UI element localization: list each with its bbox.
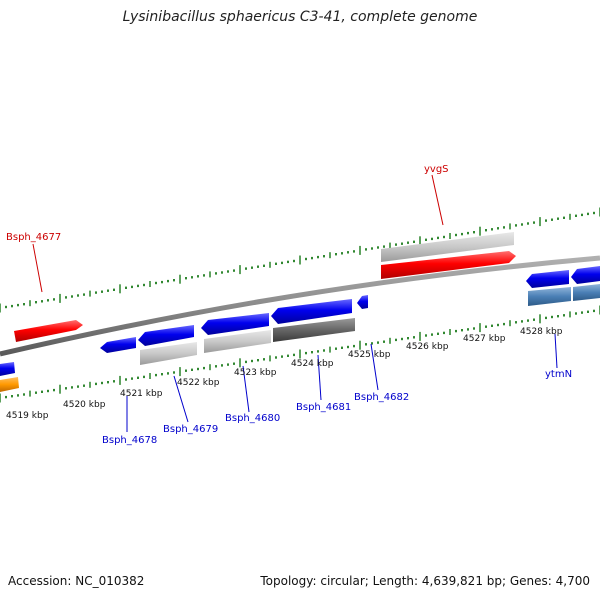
gene-label-bsph-4682[interactable]: Bsph_4682 (354, 392, 409, 403)
kbp-label: 4526 kbp (406, 342, 449, 352)
map-title: Lysinibacillus sphaericus C3-41, complet… (122, 9, 478, 25)
gene-left-edge-arrow[interactable] (0, 362, 15, 376)
kbp-label: 4528 kbp (520, 327, 563, 337)
leader-yvgs (431, 174, 444, 226)
gene-left-edge-orange[interactable] (0, 377, 19, 392)
gene-bsph-4682-arrow[interactable] (357, 295, 368, 309)
gene-label-bsph-4677[interactable]: Bsph_4677 (6, 232, 61, 243)
gene-right-edge-arrow[interactable] (571, 266, 600, 284)
genome-backbone (0, 255, 600, 357)
leader-bsph-4679 (173, 375, 189, 423)
leader-bsph-4677 (32, 243, 43, 293)
kbp-label: 4523 kbp (234, 368, 277, 378)
gene-label-yvgs[interactable]: yvgS (424, 164, 449, 175)
accession-text: Accession: NC_010382 (8, 574, 145, 588)
cds-bsph-4681-feature[interactable] (273, 318, 355, 342)
gene-bsph-4681-arrow[interactable] (271, 299, 352, 324)
gene-bsph-4680-arrow[interactable] (201, 313, 269, 335)
gene-ytmn-arrow[interactable] (526, 270, 569, 288)
reverse-tick-track (0, 305, 600, 403)
kbp-labels: 4519 kbp 4520 kbp 4521 kbp 4522 kbp 4523… (6, 327, 563, 421)
leader-ytmn (554, 333, 558, 369)
cds-bsph-4680-feature[interactable] (204, 330, 271, 353)
leader-bsph-4680 (242, 365, 250, 413)
kbp-label: 4524 kbp (291, 359, 334, 369)
kbp-label: 4519 kbp (6, 411, 49, 421)
cds-bsph-4679-feature[interactable] (140, 342, 197, 365)
gene-bsph-4678-arrow[interactable] (100, 337, 136, 353)
cds-yvgs-feature[interactable] (381, 232, 514, 262)
gene-label-bsph-4681[interactable]: Bsph_4681 (296, 402, 351, 413)
gene-label-bsph-4679[interactable]: Bsph_4679 (163, 424, 218, 435)
gene-label-bsph-4680[interactable]: Bsph_4680 (225, 413, 280, 424)
kbp-label: 4525 kbp (348, 350, 391, 360)
gene-yvgs-arrow[interactable] (381, 251, 516, 279)
label-leaders (32, 174, 558, 432)
genome-summary-text: Topology: circular; Length: 4,639,821 bp… (260, 574, 590, 588)
leader-bsph-4681 (317, 354, 322, 401)
cds-ytmn-feature[interactable] (528, 287, 571, 306)
gene-label-ytmn[interactable]: ytmN (545, 369, 572, 380)
gene-labels: Bsph_4677 yvgS Bsph_4678 Bsph_4679 Bsph_… (6, 164, 572, 446)
cds-right-edge-feature[interactable] (573, 284, 600, 301)
gene-bsph-4677-arrow[interactable] (14, 320, 83, 342)
gene-label-bsph-4678[interactable]: Bsph_4678 (102, 435, 157, 446)
kbp-label: 4522 kbp (177, 378, 220, 388)
leader-bsph-4682 (370, 343, 379, 391)
kbp-label: 4527 kbp (463, 334, 506, 344)
kbp-label: 4521 kbp (120, 389, 163, 399)
forward-tick-track (0, 207, 600, 313)
gene-bsph-4679-arrow[interactable] (138, 325, 194, 346)
kbp-label: 4520 kbp (63, 400, 106, 410)
